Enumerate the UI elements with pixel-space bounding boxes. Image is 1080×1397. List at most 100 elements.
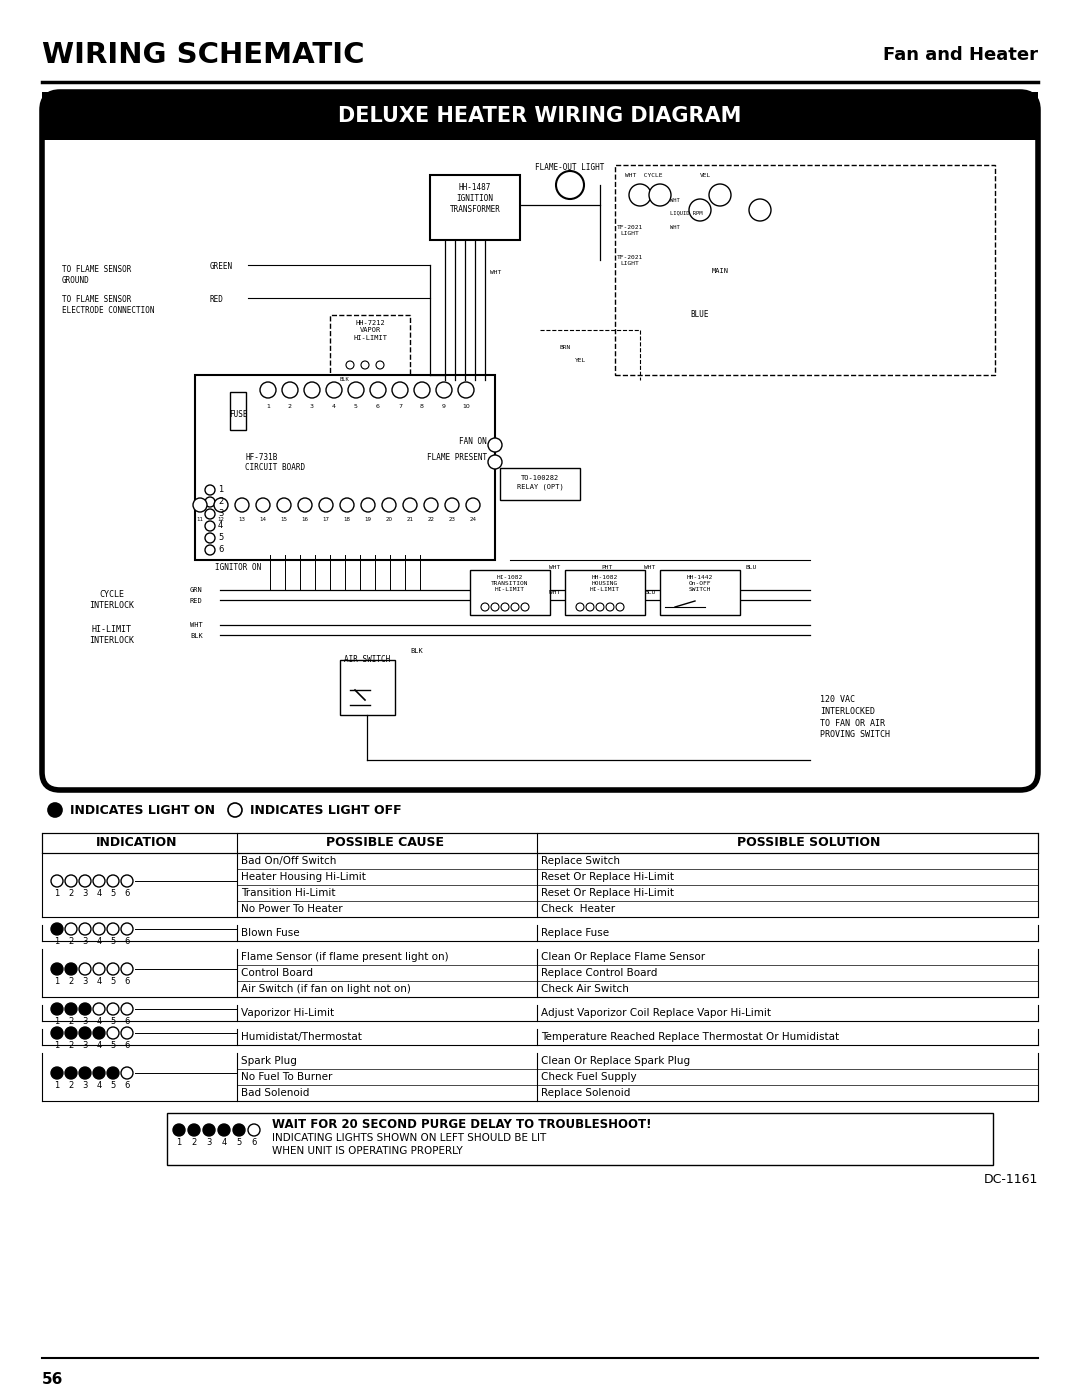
Text: 7: 7 bbox=[399, 404, 402, 409]
Text: POSSIBLE CAUSE: POSSIBLE CAUSE bbox=[326, 837, 444, 849]
Text: WHT: WHT bbox=[645, 564, 656, 570]
Text: Flame Sensor (if flame present light on): Flame Sensor (if flame present light on) bbox=[241, 951, 448, 963]
Text: WAIT FOR 20 SECOND PURGE DELAY TO TROUBLESHOOT!: WAIT FOR 20 SECOND PURGE DELAY TO TROUBL… bbox=[272, 1118, 651, 1130]
Circle shape bbox=[65, 1067, 77, 1078]
Text: 1: 1 bbox=[54, 937, 59, 946]
Circle shape bbox=[173, 1125, 185, 1136]
Circle shape bbox=[319, 497, 333, 511]
Text: TO FLAME SENSOR
ELECTRODE CONNECTION: TO FLAME SENSOR ELECTRODE CONNECTION bbox=[62, 295, 154, 316]
Text: HH-1082
HOUSING
HI-LIMIT: HH-1082 HOUSING HI-LIMIT bbox=[590, 576, 620, 592]
FancyBboxPatch shape bbox=[42, 92, 1038, 789]
Text: BLU: BLU bbox=[645, 590, 656, 595]
Text: INDICATING LIGHTS SHOWN ON LEFT SHOULD BE LIT: INDICATING LIGHTS SHOWN ON LEFT SHOULD B… bbox=[272, 1133, 546, 1143]
Text: 2: 2 bbox=[288, 404, 292, 409]
Text: DC-1161: DC-1161 bbox=[984, 1173, 1038, 1186]
Bar bbox=[42, 833, 1038, 854]
Text: 3: 3 bbox=[82, 1081, 87, 1090]
Text: 6: 6 bbox=[124, 1017, 130, 1025]
Circle shape bbox=[521, 604, 529, 610]
Text: Replace Control Board: Replace Control Board bbox=[541, 968, 658, 978]
Text: YEL: YEL bbox=[575, 358, 586, 363]
Text: 3: 3 bbox=[82, 888, 87, 898]
Text: No Power To Heater: No Power To Heater bbox=[241, 904, 342, 914]
Text: 5: 5 bbox=[218, 534, 224, 542]
Circle shape bbox=[205, 534, 215, 543]
Circle shape bbox=[205, 545, 215, 555]
Circle shape bbox=[326, 381, 342, 398]
Circle shape bbox=[689, 198, 711, 221]
Text: CIRCUIT BOARD: CIRCUIT BOARD bbox=[245, 462, 306, 472]
Text: HI-LIMIT
INTERLOCK: HI-LIMIT INTERLOCK bbox=[90, 624, 135, 645]
Text: 1: 1 bbox=[54, 977, 59, 986]
Circle shape bbox=[65, 1027, 77, 1039]
Text: 24: 24 bbox=[470, 517, 476, 522]
Circle shape bbox=[48, 803, 62, 817]
Text: 3: 3 bbox=[310, 404, 314, 409]
Circle shape bbox=[93, 923, 105, 935]
Text: Heater Housing Hi-Limit: Heater Housing Hi-Limit bbox=[241, 872, 366, 882]
Circle shape bbox=[340, 497, 354, 511]
Bar bbox=[42, 92, 1038, 140]
Text: 1: 1 bbox=[54, 1041, 59, 1051]
Text: Replace Switch: Replace Switch bbox=[541, 856, 620, 866]
Circle shape bbox=[445, 497, 459, 511]
Text: 1: 1 bbox=[54, 1017, 59, 1025]
Text: Clean Or Replace Spark Plug: Clean Or Replace Spark Plug bbox=[541, 1056, 690, 1066]
Circle shape bbox=[596, 604, 604, 610]
Text: 14: 14 bbox=[259, 517, 267, 522]
Text: Bad On/Off Switch: Bad On/Off Switch bbox=[241, 856, 336, 866]
Text: IGNITOR ON: IGNITOR ON bbox=[215, 563, 261, 571]
Text: 4: 4 bbox=[96, 888, 102, 898]
Circle shape bbox=[51, 923, 63, 935]
Text: 5: 5 bbox=[110, 1017, 116, 1025]
Circle shape bbox=[93, 1003, 105, 1016]
Text: WHT: WHT bbox=[550, 590, 561, 595]
Text: 1: 1 bbox=[54, 1081, 59, 1090]
Text: 2: 2 bbox=[68, 1081, 73, 1090]
Text: 6: 6 bbox=[218, 545, 224, 555]
Text: Spark Plug: Spark Plug bbox=[241, 1056, 297, 1066]
Text: CYCLE
INTERLOCK: CYCLE INTERLOCK bbox=[90, 590, 135, 610]
Circle shape bbox=[218, 1125, 230, 1136]
Text: 3: 3 bbox=[206, 1139, 212, 1147]
Circle shape bbox=[511, 604, 519, 610]
Text: 18: 18 bbox=[343, 517, 351, 522]
Text: Replace Fuse: Replace Fuse bbox=[541, 928, 609, 937]
Circle shape bbox=[424, 497, 438, 511]
Text: 11: 11 bbox=[197, 517, 203, 522]
Circle shape bbox=[65, 875, 77, 887]
Text: Adjust Vaporizor Coil Replace Vapor Hi-Limit: Adjust Vaporizor Coil Replace Vapor Hi-L… bbox=[541, 1009, 771, 1018]
Text: 5: 5 bbox=[110, 1081, 116, 1090]
Text: WHT: WHT bbox=[190, 622, 203, 629]
Text: 6: 6 bbox=[124, 977, 130, 986]
Circle shape bbox=[79, 1067, 91, 1078]
Text: Clean Or Replace Flame Sensor: Clean Or Replace Flame Sensor bbox=[541, 951, 705, 963]
Text: RED: RED bbox=[190, 598, 203, 604]
Bar bbox=[330, 314, 410, 374]
Circle shape bbox=[708, 184, 731, 205]
Text: 3: 3 bbox=[82, 1041, 87, 1051]
Text: 6: 6 bbox=[124, 888, 130, 898]
Text: 4: 4 bbox=[96, 977, 102, 986]
Text: Replace Solenoid: Replace Solenoid bbox=[541, 1088, 631, 1098]
Text: 4: 4 bbox=[332, 404, 336, 409]
Circle shape bbox=[51, 1067, 63, 1078]
Circle shape bbox=[121, 1067, 133, 1078]
Circle shape bbox=[491, 604, 499, 610]
Text: 20: 20 bbox=[386, 517, 392, 522]
Text: 2: 2 bbox=[191, 1139, 197, 1147]
Text: 5: 5 bbox=[110, 937, 116, 946]
Text: 8: 8 bbox=[420, 404, 424, 409]
Circle shape bbox=[235, 497, 249, 511]
Text: POSSIBLE SOLUTION: POSSIBLE SOLUTION bbox=[738, 837, 880, 849]
Text: Temperature Reached Replace Thermostat Or Humidistat: Temperature Reached Replace Thermostat O… bbox=[541, 1032, 839, 1042]
Text: HI-1082
TRANSITION
HI-LIMIT: HI-1082 TRANSITION HI-LIMIT bbox=[491, 576, 529, 592]
Text: Check Fuel Supply: Check Fuel Supply bbox=[541, 1071, 636, 1083]
Text: 15: 15 bbox=[281, 517, 287, 522]
Circle shape bbox=[248, 1125, 260, 1136]
Circle shape bbox=[79, 1027, 91, 1039]
Text: Vaporizor Hi-Limit: Vaporizor Hi-Limit bbox=[241, 1009, 334, 1018]
Circle shape bbox=[361, 497, 375, 511]
Circle shape bbox=[616, 604, 624, 610]
Text: INDICATES LIGHT ON: INDICATES LIGHT ON bbox=[70, 803, 215, 816]
